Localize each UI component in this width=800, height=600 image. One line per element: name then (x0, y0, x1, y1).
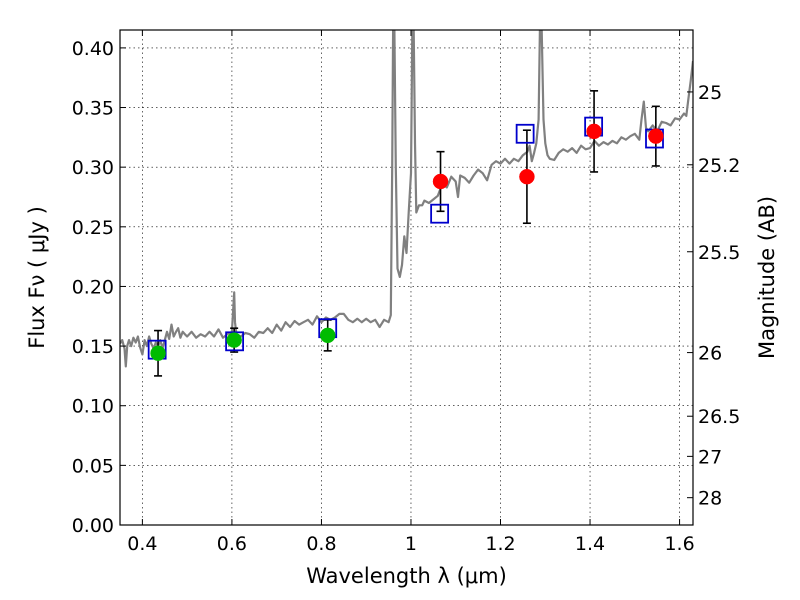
y2-tick-label: 25 (698, 82, 722, 104)
data-point (432, 173, 449, 190)
y2-tick-label: 25.5 (698, 242, 740, 264)
data-point (586, 123, 602, 140)
y-tick-label: 0.40 (72, 38, 114, 60)
x-tick-label: 0.6 (217, 533, 247, 555)
plot-frame (119, 29, 694, 526)
data-point (319, 327, 336, 344)
x-tick-label: 1.4 (575, 533, 605, 555)
y2-tick-label: 28 (698, 488, 722, 510)
model-point (225, 331, 245, 352)
x-tick-label: 0.4 (127, 533, 157, 555)
data-point (648, 128, 664, 144)
data-point (150, 345, 166, 361)
y2-axis-label: Magnitude (AB) (755, 196, 779, 359)
y-tick-label: 0.05 (72, 455, 114, 477)
x-axis-label: Wavelength λ (μm) (306, 564, 507, 588)
grid (120, 30, 693, 526)
x-tick-label: 1.2 (485, 533, 515, 555)
y-tick-label: 0.00 (72, 515, 114, 537)
y-tick-label: 0.10 (72, 396, 114, 418)
axis-ticks: 0.4 0.6 0.8 1 1.2 1.4 1.6 0.00 0.05 0.10 0.15 0.20 0… (72, 30, 740, 555)
x-tick-label: 1.6 (664, 533, 694, 555)
y2-tick-label: 26 (698, 343, 722, 365)
y-tick-label: 0.35 (72, 98, 114, 120)
spectrum-line (120, 30, 693, 368)
model-point (430, 203, 450, 224)
x-tick-label: 1 (405, 533, 417, 555)
y-tick-label: 0.25 (72, 217, 114, 239)
y-tick-label: 0.15 (72, 336, 114, 358)
y2-tick-label: 25.2 (698, 155, 740, 177)
x-tick-label: 0.8 (306, 533, 336, 555)
y-tick-label: 0.20 (72, 276, 114, 298)
y2-tick-label: 26.5 (698, 406, 740, 428)
data-point (226, 332, 242, 348)
plot-area (120, 30, 693, 377)
y2-tick-label: 27 (698, 446, 722, 468)
model-point (515, 123, 535, 144)
data-point (519, 168, 535, 185)
y-axis-label: Flux Fν ( μJy ) (25, 206, 49, 349)
y-tick-label: 0.30 (72, 157, 114, 179)
